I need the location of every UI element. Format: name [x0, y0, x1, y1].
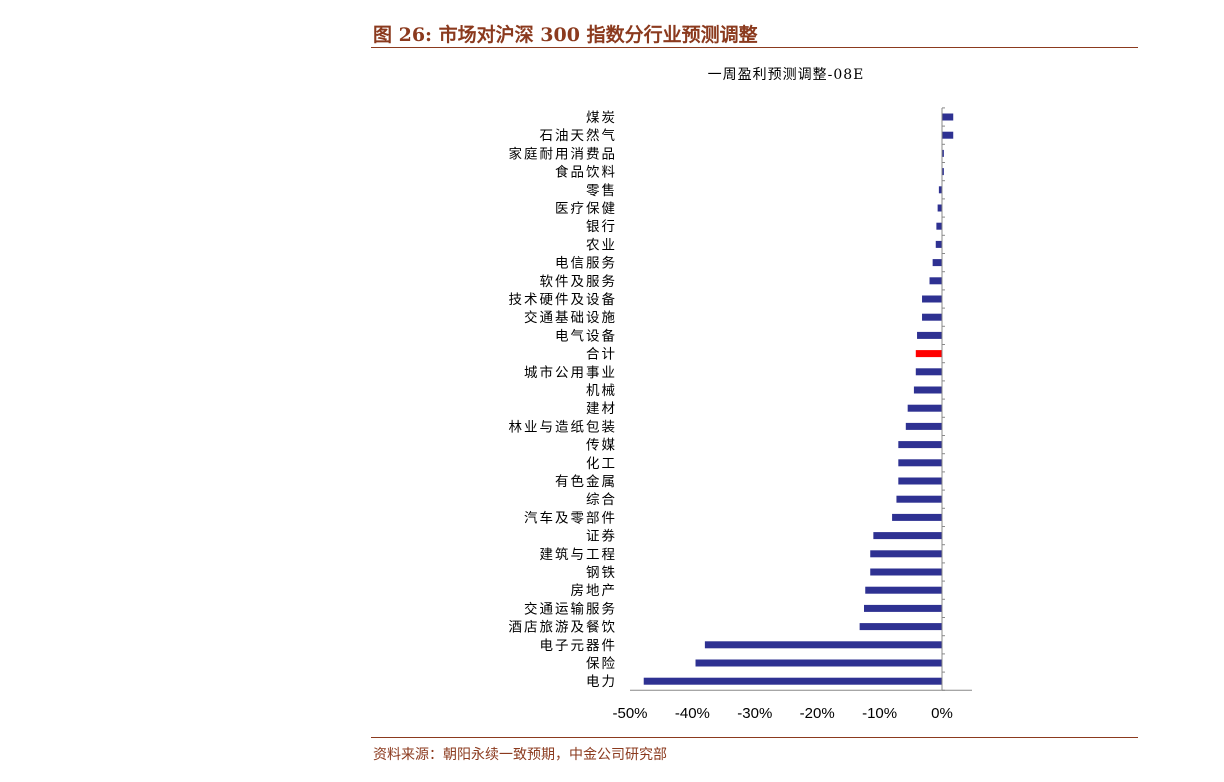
- bar-机械: [913, 386, 942, 394]
- bar-传媒: [898, 441, 942, 449]
- category-label: 传媒: [586, 438, 617, 454]
- bar-石油天然气: [942, 131, 954, 139]
- category-label: 技术硬件及设备: [509, 291, 618, 308]
- category-label: 有色金属: [555, 473, 617, 490]
- category-label: 房地产: [571, 583, 618, 599]
- axes: -50% -40% -30% -20% -10% 0%: [612, 107, 972, 722]
- category-label: 合计: [586, 347, 617, 363]
- category-label: 交通基础设施: [524, 309, 617, 326]
- bar-电气设备: [917, 331, 942, 339]
- category-label: 电气设备: [555, 327, 617, 344]
- category-label: 钢铁: [586, 565, 617, 581]
- category-label: 建材: [586, 401, 617, 417]
- chart-title: 一周盈利预测调整-08E: [708, 67, 865, 83]
- category-label: 农业: [586, 237, 617, 253]
- bar-交通运输服务: [864, 604, 942, 612]
- x-tick-label: -20%: [800, 705, 835, 722]
- footer-divider: [371, 737, 1138, 738]
- bar-酒店旅游及餐饮: [859, 623, 942, 631]
- bar-化工: [898, 459, 942, 467]
- bar-汽车及零部件: [892, 513, 942, 521]
- category-label: 石油天然气: [540, 127, 618, 144]
- category-label: 电子元器件: [540, 638, 618, 654]
- category-label: 医疗保健: [555, 201, 617, 217]
- category-label: 软件及服务: [540, 274, 618, 290]
- category-labels: 煤炭石油天然气家庭耐用消费品食品饮料零售医疗保健银行农业电信服务软件及服务技术硬…: [509, 110, 618, 690]
- category-label: 综合: [586, 492, 617, 508]
- category-label: 零售: [586, 183, 617, 199]
- category-label: 汽车及零部件: [524, 509, 617, 526]
- bar-技术硬件及设备: [922, 295, 942, 303]
- category-label: 城市公用事业: [524, 364, 617, 381]
- bar-零售: [938, 186, 942, 194]
- bar-电力: [643, 677, 942, 685]
- bar-交通基础设施: [922, 313, 942, 321]
- bar-房地产: [865, 586, 942, 594]
- bar-医疗保健: [937, 204, 942, 212]
- bars-group: [643, 113, 954, 685]
- bar-食品饮料: [942, 168, 944, 176]
- title-divider: [371, 47, 1138, 48]
- bar-综合: [896, 495, 942, 503]
- category-label: 机械: [586, 383, 617, 399]
- category-label: 证券: [586, 529, 617, 545]
- bar-证券: [873, 532, 942, 540]
- category-label: 家庭耐用消费品: [509, 145, 618, 162]
- bar-城市公用事业: [915, 368, 942, 376]
- bar-软件及服务: [929, 277, 942, 285]
- bar-有色金属: [898, 477, 942, 485]
- bar-林业与造纸包装: [905, 422, 942, 430]
- category-label: 食品饮料: [555, 164, 617, 181]
- figure-title: 图 26: 市场对沪深 300 指数分行业预测调整: [373, 24, 758, 46]
- bar-合计: [915, 350, 942, 358]
- source-note: 资料来源：朝阳永续一致预期，中金公司研究部: [373, 747, 667, 763]
- bar-建筑与工程: [870, 550, 942, 558]
- category-label: 酒店旅游及餐饮: [509, 620, 618, 636]
- x-tick-label: -50%: [612, 705, 647, 722]
- category-label: 煤炭: [586, 110, 617, 126]
- bar-煤炭: [942, 113, 954, 121]
- x-tick-label: 0%: [931, 705, 953, 722]
- bar-钢铁: [870, 568, 942, 576]
- x-tick-label: -30%: [737, 705, 772, 722]
- bar-农业: [935, 240, 942, 248]
- category-label: 保险: [586, 656, 617, 672]
- category-label: 林业与造纸包装: [509, 419, 618, 435]
- x-tick-label: -40%: [675, 705, 710, 722]
- bar-建材: [907, 404, 942, 412]
- bar-电信服务: [932, 259, 942, 267]
- category-label: 电力: [586, 674, 617, 690]
- x-tick-label: -10%: [862, 705, 897, 722]
- bar-保险: [695, 659, 942, 667]
- category-label: 交通运输服务: [524, 600, 617, 617]
- bar-银行: [936, 222, 942, 230]
- bar-电子元器件: [704, 641, 942, 649]
- category-label: 化工: [586, 456, 617, 472]
- category-label: 建筑与工程: [540, 547, 618, 563]
- bar-家庭耐用消费品: [942, 149, 944, 157]
- category-label: 银行: [586, 219, 617, 235]
- category-label: 电信服务: [555, 256, 617, 272]
